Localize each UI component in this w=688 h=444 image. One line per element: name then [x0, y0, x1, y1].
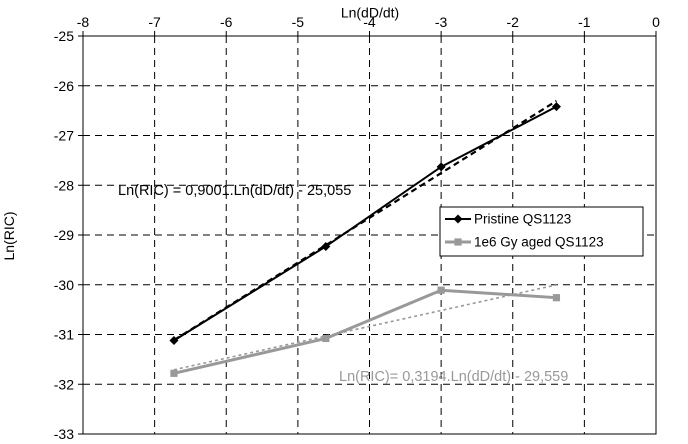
- y-tick-label: -29: [54, 227, 74, 243]
- trendline-label-pristine: Ln(RIC) = 0,9001.Ln(dD/dt) - 25,055: [118, 183, 351, 199]
- x-axis: -8 -7 -6 -5 -4 -3 -2 -1 0: [77, 14, 660, 36]
- y-tick-label: -31: [54, 327, 74, 343]
- x-tick-label: -6: [220, 14, 233, 30]
- data-point-pristine: [321, 241, 331, 251]
- series-line-aged: [173, 288, 557, 375]
- y-tick-label: -28: [54, 177, 74, 193]
- y-tick-label: -27: [54, 128, 74, 144]
- series-lines: [169, 102, 561, 377]
- legend-label-aged: 1e6 Gy aged QS1123: [474, 235, 604, 250]
- x-tick-label: -4: [363, 14, 376, 30]
- data-point-aged: [322, 334, 330, 343]
- data-point-pristine: [436, 162, 446, 172]
- legend-label-pristine: Pristine QS1123: [474, 212, 571, 227]
- x-tick-label: -3: [435, 14, 448, 30]
- data-point-aged: [552, 294, 561, 302]
- y-axis-title: Ln(RIC): [1, 211, 17, 260]
- series-line-pristine: [173, 105, 557, 342]
- legend-marker-pristine: [453, 214, 463, 224]
- x-tick-label: -7: [148, 14, 161, 30]
- data-point-pristine: [551, 102, 561, 112]
- x-axis-title: Ln(dD/dt): [341, 5, 399, 21]
- x-tick-label: 0: [652, 14, 660, 30]
- legend: Pristine QS1123 1e6 Gy aged QS1123: [439, 206, 644, 257]
- legend-box: [439, 206, 644, 257]
- x-tick-label: -5: [292, 14, 305, 30]
- x-tick-label: -8: [77, 14, 90, 30]
- x-tick-label: -1: [578, 14, 591, 30]
- trendline-label-aged: Ln(RIC)= 0,3194.Ln(dD/dt) - 29,559: [339, 369, 568, 385]
- y-tick-label: -32: [54, 376, 74, 392]
- data-point-pristine: [169, 335, 179, 345]
- trendline-aged: [173, 284, 557, 371]
- y-tick-label: -25: [54, 28, 74, 44]
- y-tick-label: -33: [54, 426, 74, 442]
- y-tick-label: -30: [54, 277, 74, 293]
- x-tick-label: -2: [507, 14, 520, 30]
- legend-marker-aged: [454, 238, 462, 246]
- y-axis: -25 -26 -27 -28 -29 -30 -31 -32 -33: [54, 28, 83, 442]
- data-point-aged: [170, 369, 178, 377]
- y-tick-label: -26: [54, 78, 74, 94]
- data-point-aged: [437, 286, 445, 294]
